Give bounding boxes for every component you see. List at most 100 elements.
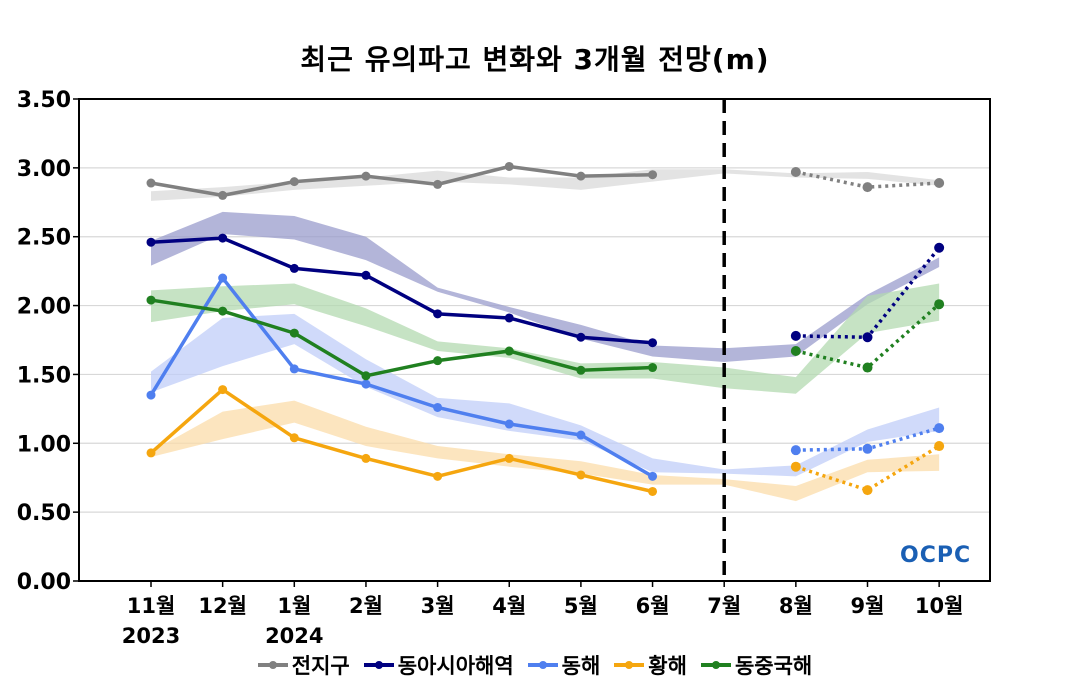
data-point [146,390,156,400]
x-tick-label: 1월 [277,594,311,618]
data-point [433,179,443,189]
data-point [576,171,586,181]
x-tick-label: 10월 [915,594,964,618]
series-lines [146,161,945,496]
x-tick-label: 3월 [421,594,455,618]
forecast-point [790,445,801,456]
forecast-point [790,346,801,357]
y-tick-label: 0.50 [17,501,71,526]
legend-swatch-icon [614,659,645,671]
data-point [576,430,586,440]
band-1 [151,211,940,363]
y-axis-ticks: 0.00 0.50 1.00 1.50 2.00 2.50 3.00 3.50 [17,88,79,595]
x-year-label: 2023 [122,624,180,648]
data-point [504,161,514,171]
y-tick-label: 1.50 [17,363,71,388]
axes [78,98,991,582]
y-tick-label: 1.00 [17,432,71,457]
y-tick-label: 0.00 [17,570,71,595]
y-tick-label: 3.50 [17,88,71,113]
band-4 [151,283,940,394]
legend: 전지구 동아시아해역 동해 황해 동중국해 [0,650,1070,680]
x-tick-label: 4월 [492,594,526,618]
data-point [146,295,156,305]
data-point [361,270,371,280]
data-point [433,356,443,366]
data-point [576,365,586,375]
plot-frame [78,98,991,582]
legend-label: 동중국해 [734,654,813,678]
series-line-observed-3 [149,387,653,494]
y-tick-label: 2.00 [17,295,71,320]
data-point [648,486,658,496]
data-point [146,237,156,247]
legend-swatch-icon [527,659,558,671]
forecast-point [790,166,801,177]
data-point [218,273,228,283]
legend-item: 동아시아해역 [363,650,514,680]
forecast-point [862,182,873,193]
data-point [504,419,514,429]
chart-title: 최근 유의파고 변화와 3개월 전망(m) [300,43,770,76]
series-line-forecast-0 [795,170,940,189]
x-tick-label: 11월 [127,594,176,618]
data-point [289,263,299,273]
data-point [504,346,514,356]
uncertainty-bands [151,169,940,502]
data-point [433,471,443,481]
data-point [576,332,586,342]
data-point [504,313,514,323]
data-point [289,433,299,443]
band-2 [151,313,940,477]
data-point [218,190,228,200]
x-tick-label: 6월 [636,594,670,618]
forecast-point [934,299,945,310]
legend-label: 황해 [648,654,687,678]
data-point [289,328,299,338]
x-tick-label: 2월 [349,594,383,618]
data-point [218,233,228,243]
x-tick-label: 5월 [564,594,598,618]
series-line-observed-0 [150,164,653,198]
data-point [648,363,658,373]
x-tick-label: 7월 [707,594,741,618]
series-line-observed-2 [149,276,654,478]
forecast-point [934,441,945,452]
legend-label: 동해 [561,654,601,678]
x-tick-label: 8월 [779,594,813,618]
forecast-point [790,461,801,472]
legend-label: 전지구 [291,654,350,678]
data-point [361,379,371,389]
data-point [146,178,156,188]
band-0 [151,169,940,201]
data-point [648,471,658,481]
forecast-point [862,362,873,373]
data-point [648,338,658,348]
legend-item: 전지구 [257,650,350,680]
forecast-point [862,332,873,343]
forecast-point [862,443,873,454]
legend-item: 동중국해 [700,650,813,680]
data-point [218,306,228,316]
y-tick-label: 3.00 [17,157,71,182]
data-point [361,371,371,381]
forecast-point [934,178,945,189]
band-3 [151,400,940,502]
forecast-point [790,330,801,341]
series-line-observed-4 [150,298,653,378]
legend-swatch-icon [363,659,394,671]
legend-label: 동아시아해역 [397,654,514,678]
legend-item: 동해 [527,650,601,680]
legend-item: 황해 [614,650,687,680]
data-point [146,448,156,458]
x-tick-label: 12월 [198,594,247,618]
data-point [648,170,658,180]
forecast-point [862,485,873,496]
data-point [289,177,299,187]
data-point [361,171,371,181]
data-point [433,402,443,412]
data-point [433,309,443,319]
x-tick-label: 9월 [851,594,885,618]
legend-swatch-icon [700,659,731,671]
x-year-label: 2024 [265,624,323,648]
